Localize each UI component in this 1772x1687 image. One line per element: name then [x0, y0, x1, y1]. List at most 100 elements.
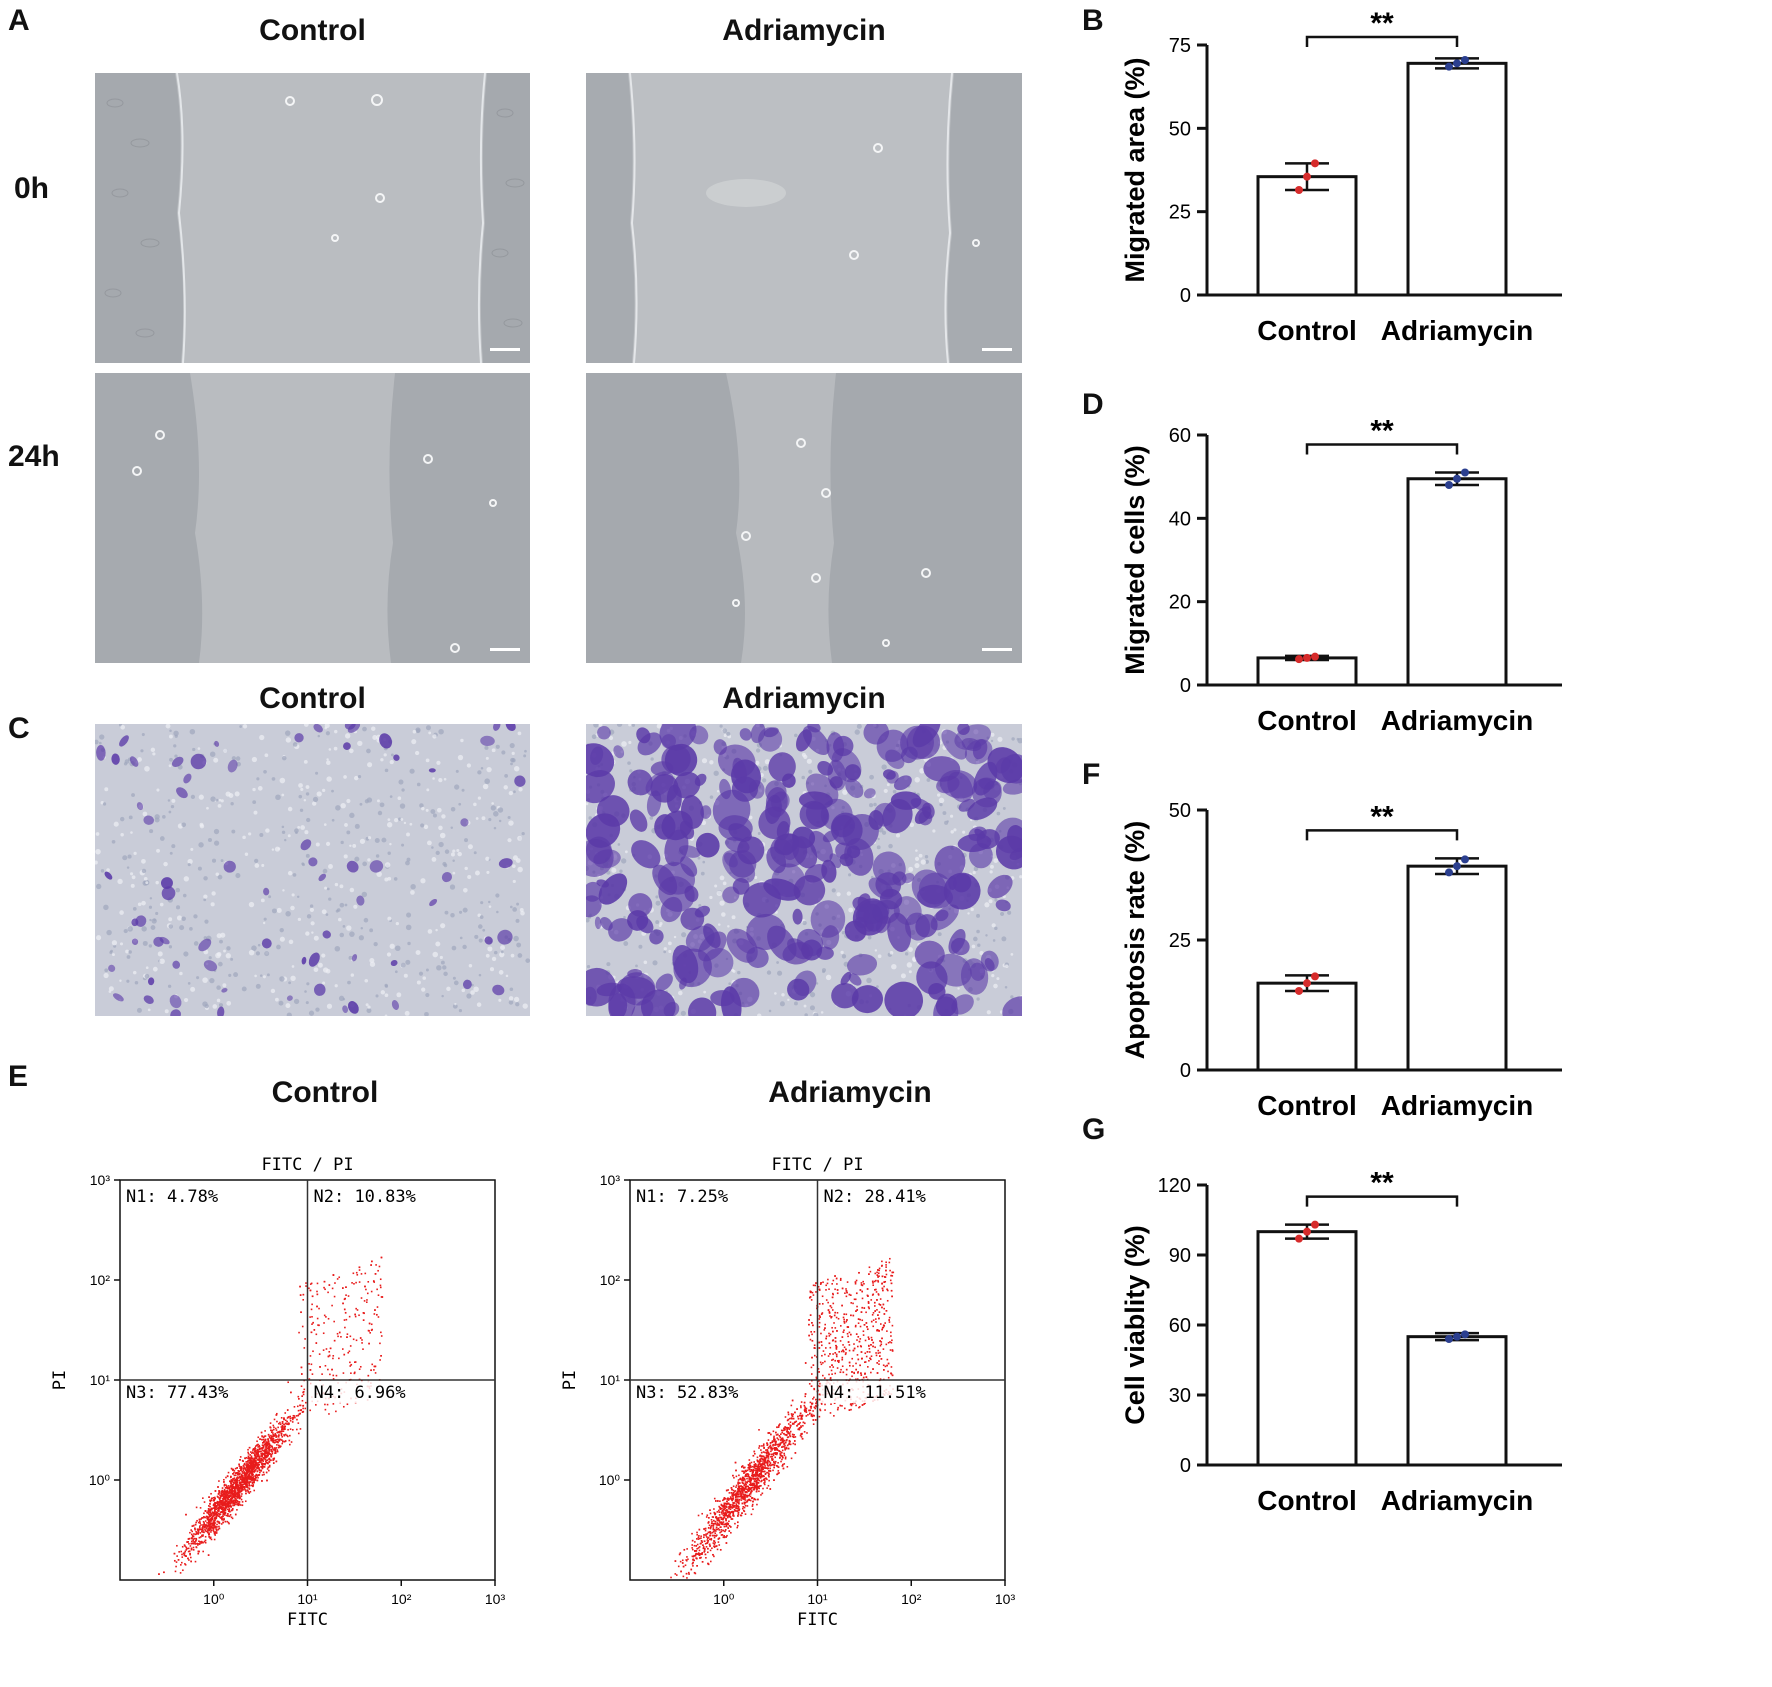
- membrane-pore: [301, 863, 305, 867]
- membrane-pore: [225, 953, 231, 959]
- stained-cell: [493, 724, 501, 731]
- membrane-pore: [936, 793, 941, 797]
- stained-cell: [936, 775, 960, 794]
- membrane-pore: [418, 971, 424, 976]
- event-point: [274, 1448, 277, 1450]
- event-point: [302, 1393, 305, 1396]
- event-point: [252, 1470, 255, 1473]
- event-point: [248, 1477, 251, 1480]
- stained-cell: [805, 801, 830, 828]
- membrane-pore: [397, 796, 402, 801]
- membrane-pore: [197, 747, 201, 750]
- event-point: [248, 1462, 250, 1464]
- membrane-pore: [914, 777, 920, 783]
- event-point: [244, 1462, 246, 1465]
- event-point: [223, 1513, 226, 1515]
- event-point: [358, 1314, 360, 1317]
- stained-cell: [845, 778, 864, 798]
- stained-cell: [351, 954, 358, 962]
- event-point: [268, 1435, 271, 1438]
- membrane-pore: [480, 767, 484, 770]
- event-point: [216, 1507, 218, 1509]
- event-point: [183, 1544, 186, 1546]
- event-point: [198, 1540, 200, 1543]
- event-point: [231, 1479, 234, 1482]
- event-point: [221, 1489, 224, 1492]
- event-point: [226, 1499, 229, 1501]
- event-point: [190, 1548, 193, 1550]
- stained-cell: [855, 917, 868, 929]
- event-point: [207, 1512, 209, 1514]
- event-point: [274, 1441, 277, 1443]
- membrane-pore: [259, 832, 264, 837]
- membrane-pore: [504, 773, 508, 778]
- membrane-pore: [362, 726, 367, 732]
- membrane-pore: [723, 733, 727, 738]
- membrane-pore: [157, 951, 163, 957]
- event-point: [213, 1526, 215, 1528]
- event-point: [203, 1501, 206, 1503]
- event-point: [249, 1471, 252, 1474]
- stained-cell: [718, 815, 753, 841]
- membrane-pore: [208, 956, 212, 960]
- stained-cell: [664, 829, 689, 867]
- membrane-pore: [220, 859, 224, 862]
- event-point: [238, 1496, 240, 1499]
- event-point: [311, 1295, 314, 1298]
- event-point: [309, 1283, 312, 1285]
- event-point: [259, 1438, 261, 1440]
- event-point: [268, 1436, 271, 1439]
- event-point: [262, 1465, 265, 1468]
- membrane-pore: [203, 898, 207, 902]
- membrane-pore: [493, 811, 499, 817]
- event-point: [344, 1311, 347, 1314]
- x-tick-label: 10²: [391, 1591, 412, 1607]
- membrane-pore: [435, 850, 440, 855]
- membrane-pore: [297, 825, 301, 829]
- event-point: [355, 1339, 358, 1342]
- event-point: [188, 1542, 190, 1545]
- stained-cell: [484, 936, 493, 945]
- stained-cell: [261, 938, 272, 949]
- membrane-pore: [349, 887, 355, 893]
- membrane-pore: [624, 850, 628, 854]
- membrane-pore: [262, 921, 266, 925]
- membrane-pore: [643, 960, 648, 965]
- event-point: [283, 1417, 285, 1419]
- event-point: [236, 1472, 238, 1474]
- membrane-pore: [449, 884, 456, 890]
- membrane-pore: [463, 887, 468, 893]
- membrane-pore: [842, 789, 848, 795]
- membrane-pore: [425, 758, 430, 763]
- membrane-pore: [950, 830, 954, 834]
- event-point: [308, 1287, 310, 1290]
- event-point: [302, 1404, 305, 1407]
- event-point: [272, 1434, 275, 1436]
- event-point: [281, 1440, 284, 1443]
- event-point: [287, 1416, 290, 1418]
- event-point: [275, 1447, 278, 1449]
- event-point: [208, 1525, 211, 1528]
- event-point: [184, 1563, 186, 1565]
- membrane-pore: [389, 795, 393, 798]
- event-point: [353, 1371, 356, 1374]
- membrane-pore: [452, 976, 456, 980]
- event-point: [220, 1503, 223, 1506]
- membrane-pore: [406, 912, 412, 918]
- membrane-pore: [167, 799, 171, 802]
- event-point: [239, 1459, 241, 1461]
- event-point: [207, 1517, 209, 1520]
- membrane-pore: [499, 951, 505, 958]
- membrane-pore: [335, 909, 339, 913]
- membrane-pore: [218, 1003, 224, 1008]
- event-point: [251, 1452, 253, 1455]
- event-point: [355, 1307, 357, 1310]
- event-point: [239, 1478, 242, 1480]
- membrane-pore: [436, 965, 442, 971]
- event-point: [304, 1338, 306, 1340]
- event-point: [203, 1540, 206, 1543]
- event-point: [210, 1513, 212, 1515]
- event-point: [258, 1474, 260, 1476]
- event-point: [204, 1510, 207, 1512]
- stained-cell: [608, 983, 636, 1016]
